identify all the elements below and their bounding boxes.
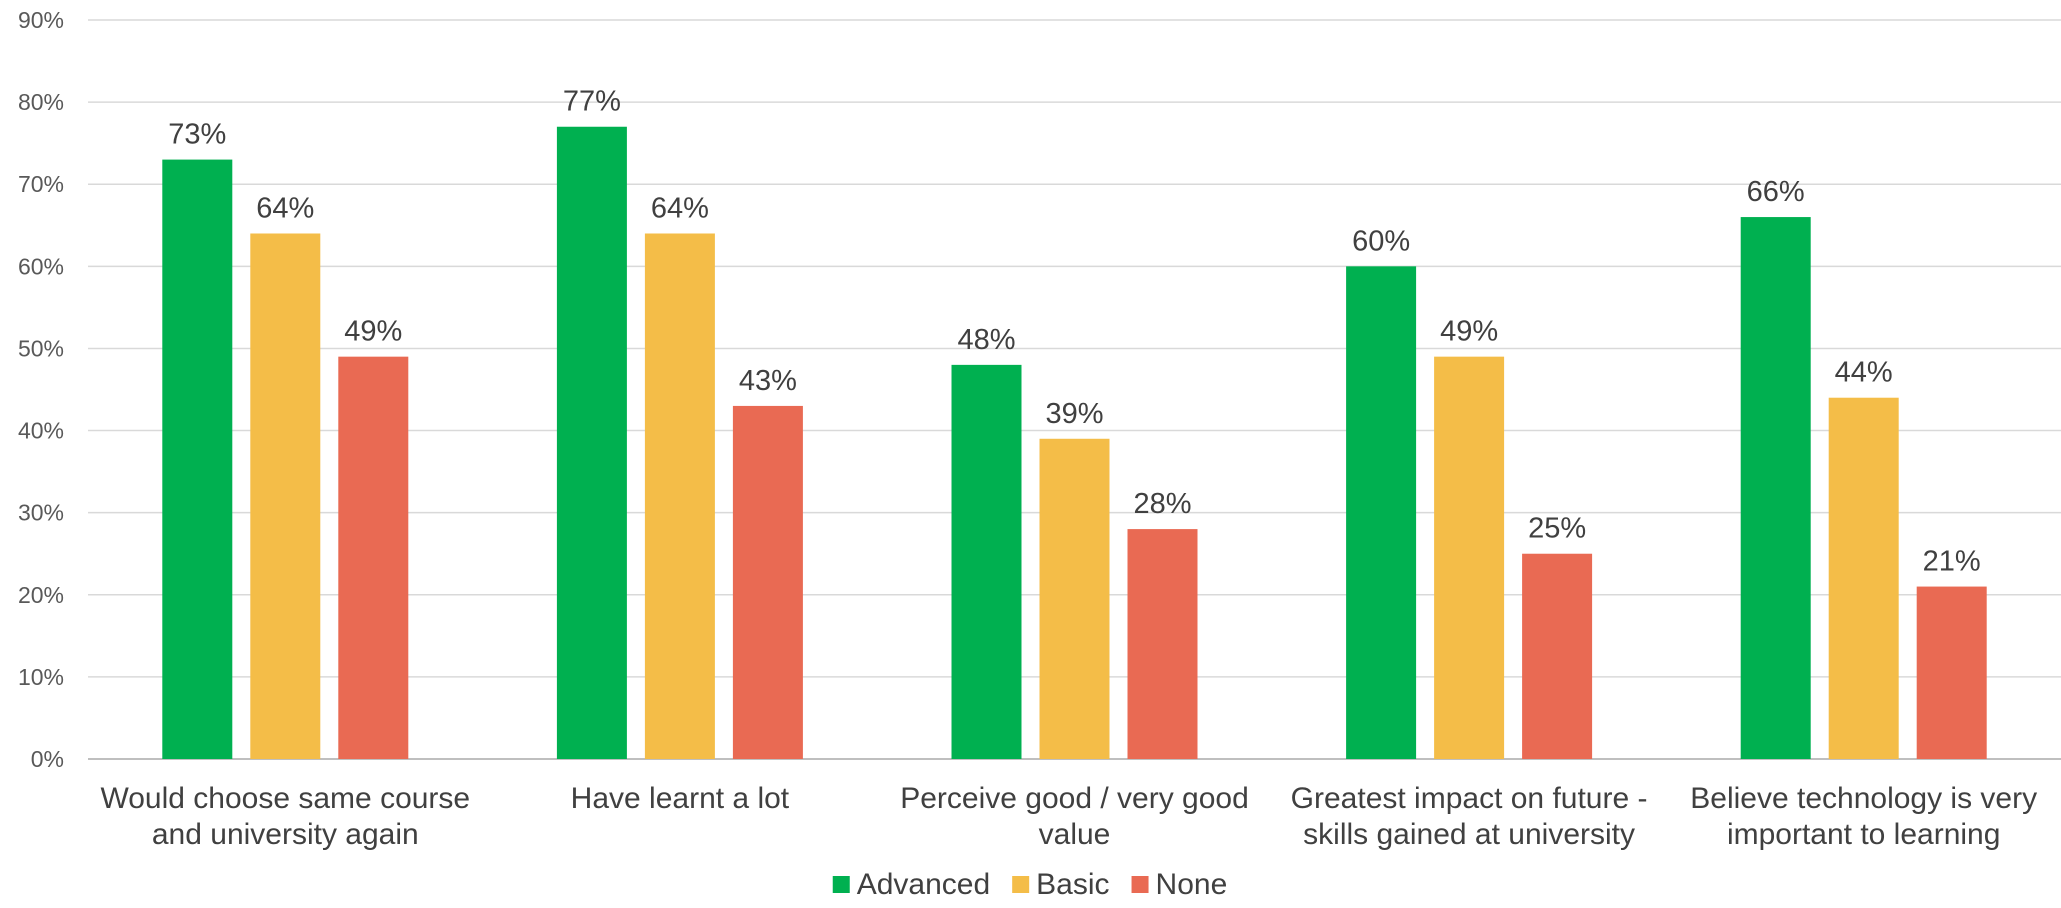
data-labels: 73% 64% 49% 77% 64% 43% 48% 39% 28% 60% 49% 25% 66% 4… xyxy=(168,86,1980,578)
data-label: 66% xyxy=(1747,176,1805,208)
x-category-label: skills gained at university xyxy=(1303,818,1635,851)
x-category-label: Believe technology is very xyxy=(1690,782,2037,815)
y-tick-label: 90% xyxy=(18,7,64,33)
x-category-label: Perceive good / very good xyxy=(900,782,1249,815)
bar-none xyxy=(732,405,803,759)
y-tick-label: 10% xyxy=(18,664,64,690)
data-label: 64% xyxy=(256,192,314,224)
bars xyxy=(162,126,1987,760)
x-category-label: Greatest impact on future - xyxy=(1291,782,1648,815)
y-tick-label: 60% xyxy=(18,253,64,279)
bar-none xyxy=(1916,586,1987,759)
x-category-label: Would choose same course xyxy=(100,782,470,815)
bar-basic xyxy=(1039,438,1110,759)
data-label: 77% xyxy=(563,86,621,118)
data-label: 73% xyxy=(168,119,226,151)
bar-none xyxy=(338,356,409,759)
data-label: 28% xyxy=(1133,488,1191,520)
bar-none xyxy=(1127,529,1198,759)
data-label: 48% xyxy=(957,324,1015,356)
bar-advanced xyxy=(162,159,233,760)
x-category-label: Have learnt a lot xyxy=(571,782,790,815)
bar-advanced xyxy=(1740,217,1811,760)
gridlines xyxy=(88,19,2061,760)
data-label: 49% xyxy=(1440,316,1498,348)
data-label: 43% xyxy=(739,365,797,397)
data-label: 25% xyxy=(1528,513,1586,545)
y-tick-label: 20% xyxy=(18,582,64,608)
legend-swatch-basic xyxy=(1012,876,1030,893)
y-tick-label: 40% xyxy=(18,418,64,444)
bar-advanced xyxy=(1346,266,1417,759)
y-axis-ticks: 0% 10% 20% 30% 40% 50% 60% 70% 80% 90% xyxy=(18,7,64,772)
y-tick-label: 80% xyxy=(18,89,64,115)
bar-basic xyxy=(1434,356,1505,759)
bar-basic xyxy=(1828,397,1899,759)
bar-basic xyxy=(250,233,321,759)
y-tick-label: 30% xyxy=(18,500,64,526)
data-label: 44% xyxy=(1835,357,1893,389)
bar-advanced xyxy=(556,126,627,759)
bar-none xyxy=(1522,553,1593,759)
y-tick-label: 50% xyxy=(18,335,64,361)
x-category-label: value xyxy=(1039,818,1111,851)
bar-basic xyxy=(644,233,715,759)
data-label: 49% xyxy=(344,316,402,348)
data-label: 21% xyxy=(1923,546,1981,578)
legend-label-basic: Basic xyxy=(1036,868,1109,901)
data-label: 60% xyxy=(1352,225,1410,257)
x-category-label: important to learning xyxy=(1727,818,2001,851)
y-tick-label: 70% xyxy=(18,171,64,197)
x-category-label: and university again xyxy=(152,818,419,851)
data-label: 39% xyxy=(1045,398,1103,430)
legend-swatch-advanced xyxy=(832,876,850,893)
legend-label-none: None xyxy=(1156,868,1228,901)
y-tick-label: 0% xyxy=(31,746,64,772)
legend-label-advanced: Advanced xyxy=(857,868,990,901)
data-label: 64% xyxy=(651,192,709,224)
legend: Advanced Basic None xyxy=(832,868,1228,901)
bar-advanced xyxy=(951,364,1022,759)
legend-swatch-none xyxy=(1131,876,1149,893)
